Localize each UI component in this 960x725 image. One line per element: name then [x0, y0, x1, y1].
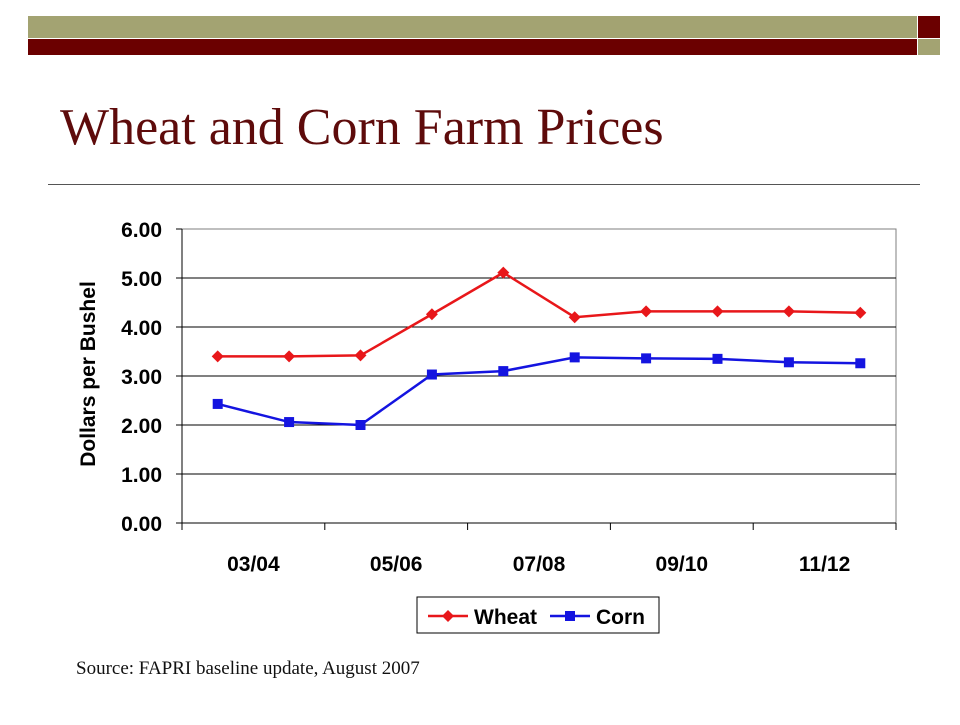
- corn-point: [641, 353, 652, 364]
- wheat-line: [217, 271, 861, 358]
- legend-label: Corn: [596, 606, 645, 629]
- series-lines: [217, 271, 861, 427]
- y-axis-label: Dollars per Bushel: [77, 281, 100, 467]
- corn-point: [569, 352, 580, 363]
- wheat-point: [497, 266, 510, 279]
- x-tick-label: 03/04: [227, 553, 280, 576]
- corn-point: [712, 353, 723, 364]
- y-tick-label: 2.00: [121, 415, 162, 438]
- corn-point: [212, 398, 223, 409]
- series-markers: [211, 266, 867, 430]
- wheat-point: [854, 306, 867, 319]
- wheat-point: [211, 350, 224, 363]
- y-tick-label: 3.00: [121, 366, 162, 389]
- wheat-point: [425, 308, 438, 321]
- corn-point: [284, 417, 295, 428]
- x-tick-label: 07/08: [513, 553, 566, 576]
- y-tick-label: 5.00: [121, 268, 162, 291]
- legend-swatch-marker: [565, 611, 575, 621]
- wheat-point: [568, 311, 581, 324]
- wheat-point: [640, 305, 653, 318]
- legend-swatch-marker: [442, 610, 454, 622]
- corn-line: [217, 356, 861, 427]
- slide-title: Wheat and Corn Farm Prices: [60, 99, 664, 156]
- corn-point: [355, 420, 366, 430]
- gridlines: [182, 277, 896, 475]
- corn-point: [783, 357, 794, 368]
- wheat-point: [283, 350, 296, 363]
- x-tick-label: 09/10: [656, 553, 709, 576]
- wheat-point: [711, 305, 724, 318]
- y-tick-label: 0.00: [121, 513, 162, 536]
- source-note: Source: FAPRI baseline update, August 20…: [76, 658, 420, 679]
- corn-point: [498, 366, 509, 377]
- x-tick-label: 05/06: [370, 553, 423, 576]
- header-square-olive: [918, 39, 940, 55]
- wheat-point: [782, 305, 795, 318]
- title-divider: [48, 184, 920, 185]
- legend: Wheat Corn: [416, 596, 660, 634]
- y-tick-label: 1.00: [121, 464, 162, 487]
- header-square-maroon: [918, 16, 940, 38]
- x-tick-label: 11/12: [799, 553, 850, 576]
- header-bar-maroon: [28, 39, 917, 55]
- header-bar-olive: [28, 16, 917, 38]
- corn-point: [855, 358, 866, 369]
- corn-point: [426, 369, 437, 380]
- y-tick-label: 6.00: [121, 219, 162, 242]
- x-axis-ticks: 03/04 05/06 07/08 09/10 11/12: [181, 522, 897, 576]
- y-axis-ticks: 0.00 1.00 2.00 3.00 4.00 5.00 6.00: [121, 219, 183, 536]
- legend-label: Wheat: [474, 606, 537, 629]
- wheat-point: [354, 349, 367, 362]
- y-tick-label: 4.00: [121, 317, 162, 340]
